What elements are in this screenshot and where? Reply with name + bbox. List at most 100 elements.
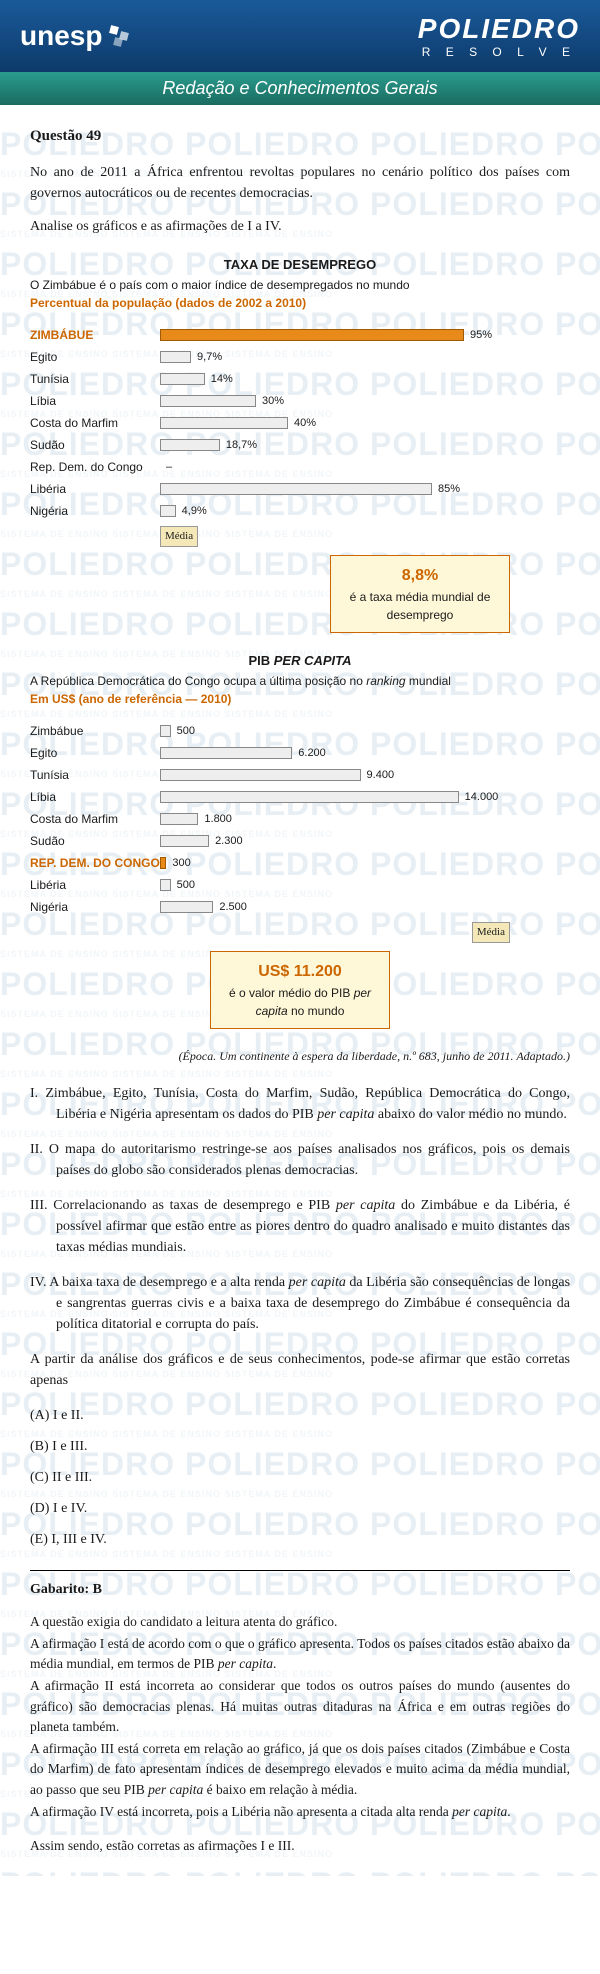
- bar-track: 14.000: [160, 790, 570, 804]
- bar-value: 9.400: [367, 767, 395, 784]
- answer-explanation: A questão exigia do candidato a leitura …: [30, 1612, 570, 1823]
- bar-label: Líbia: [30, 788, 160, 806]
- subtitle-bar: Redação e Conhecimentos Gerais: [0, 72, 600, 105]
- bar-label: Nigéria: [30, 502, 160, 520]
- bar-track: 6.200: [160, 746, 570, 760]
- logo-icon: [106, 22, 134, 50]
- bar-fill: [160, 857, 166, 869]
- bar-label: Tunísia: [30, 766, 160, 784]
- bar-fill: [160, 769, 361, 781]
- explanation-paragraph: A afirmação III está correta em relação …: [30, 1739, 570, 1800]
- bar-track: 2.300: [160, 834, 570, 848]
- bar-value: 40%: [294, 415, 316, 432]
- bar-value: 2.500: [219, 899, 247, 916]
- bar-fill: [160, 791, 459, 803]
- bar-value: 14.000: [465, 789, 499, 806]
- alternative-item: (E) I, III e IV.: [30, 1529, 570, 1550]
- alternatives-list: (A) I e II.(B) I e III.(C) II e III.(D) …: [30, 1405, 570, 1550]
- bar-row: Egito9,7%: [30, 346, 570, 368]
- bar-fill: [160, 395, 256, 407]
- bar-row: Sudão2.300: [30, 830, 570, 852]
- bar-row: Nigéria 4,9%: [30, 500, 570, 522]
- brand-right-block: POLIEDRO R E S O L V E: [418, 13, 580, 59]
- bar-label: Sudão: [30, 436, 160, 454]
- chart2-bars: Zimbábue500Egito6.200Tunísia9.400Líbia14…: [30, 720, 570, 918]
- bar-fill: [160, 351, 191, 363]
- bar-label: Costa do Marfim: [30, 414, 160, 432]
- statements-list: I. Zimbábue, Egito, Tunísia, Costa do Ma…: [30, 1083, 570, 1335]
- bar-row: Costa do Marfim 40%: [30, 412, 570, 434]
- bar-fill: [160, 505, 176, 517]
- bar-row: Sudão 18,7%: [30, 434, 570, 456]
- header: unesp POLIEDRO R E S O L V E: [0, 0, 600, 72]
- bar-row: REP. DEM. DO CONGO 300: [30, 852, 570, 874]
- statement-item: IV. A baixa taxa de desemprego e a alta …: [30, 1272, 570, 1335]
- bar-fill: [160, 879, 171, 891]
- bar-fill: [160, 901, 213, 913]
- bar-label: Rep. Dem. do Congo: [30, 458, 160, 476]
- bar-fill: [160, 329, 464, 341]
- chart1-bars: ZIMBÁBUE95%Egito9,7%Tunísia14%Líbia30%Co…: [30, 324, 570, 522]
- bar-value: –: [166, 459, 172, 476]
- chart-gdp: PIB PER CAPITA A República Democrática d…: [30, 651, 570, 1029]
- chart2-callout: US$ 11.200 é o valor médio do PIB per ca…: [210, 951, 390, 1029]
- answer-label: Gabarito: B: [30, 1570, 570, 1600]
- bar-track: 500: [160, 878, 570, 892]
- chart1-media-label: Média: [160, 526, 198, 547]
- explanation-paragraph: A questão exigia do candidato a leitura …: [30, 1612, 570, 1632]
- bar-label: Tunísia: [30, 370, 160, 388]
- bar-track: –: [160, 460, 570, 474]
- bar-track: 300: [160, 856, 570, 870]
- chart2-callout-text: é o valor médio do PIB per capita no mun…: [219, 984, 381, 1020]
- bar-label: Nigéria: [30, 898, 160, 916]
- question-title: Questão 49: [30, 125, 570, 148]
- bar-value: 300: [172, 855, 190, 872]
- bar-row: Líbia 14.000: [30, 786, 570, 808]
- question-instruction: Analise os gráficos e as afirmações de I…: [30, 216, 570, 237]
- bar-label: Costa do Marfim: [30, 810, 160, 828]
- bar-track: 9,7%: [160, 350, 570, 364]
- bar-label: REP. DEM. DO CONGO: [30, 854, 160, 872]
- bar-track: 30%: [160, 394, 570, 408]
- bar-value: 18,7%: [226, 437, 257, 454]
- bar-value: 9,7%: [197, 349, 222, 366]
- bar-fill: [160, 373, 205, 385]
- bar-label: Líbia: [30, 392, 160, 410]
- bar-row: Tunísia 9.400: [30, 764, 570, 786]
- bar-track: 95%: [160, 328, 570, 342]
- bar-track: 1.800: [160, 812, 570, 826]
- bar-track: 9.400: [160, 768, 570, 782]
- statement-item: II. O mapa do autoritarismo restringe-se…: [30, 1139, 570, 1181]
- bar-row: ZIMBÁBUE95%: [30, 324, 570, 346]
- bar-value: 85%: [438, 481, 460, 498]
- brand-left: unesp: [20, 20, 134, 52]
- bar-fill: [160, 725, 171, 737]
- bar-label: Egito: [30, 744, 160, 762]
- bar-row: Rep. Dem. do Congo–: [30, 456, 570, 478]
- bar-label: Zimbábue: [30, 722, 160, 740]
- bar-label: Libéria: [30, 480, 160, 498]
- bar-fill: [160, 483, 432, 495]
- bar-track: 2.500: [160, 900, 570, 914]
- bar-track: 40%: [160, 416, 570, 430]
- bar-row: Egito6.200: [30, 742, 570, 764]
- bar-value: 4,9%: [182, 503, 207, 520]
- chart1-callout-value: 8,8%: [339, 564, 501, 588]
- chart1-subtitle-hl: Percentual da população (dados de 2002 a…: [30, 294, 570, 312]
- question-intro: No ano de 2011 a África enfrentou revolt…: [30, 162, 570, 204]
- answer-conclusion: Assim sendo, estão corretas as afirmaçõe…: [30, 1836, 570, 1856]
- brand-right: POLIEDRO: [418, 13, 580, 45]
- bar-fill: [160, 813, 198, 825]
- bar-row: Libéria500: [30, 874, 570, 896]
- bar-track: 4,9%: [160, 504, 570, 518]
- bar-track: 14%: [160, 372, 570, 386]
- bar-row: Tunísia14%: [30, 368, 570, 390]
- bar-value: 500: [177, 877, 195, 894]
- alternative-item: (B) I e III.: [30, 1436, 570, 1457]
- chart1-subtitle: O Zimbábue é o país com o maior índice d…: [30, 276, 570, 294]
- statement-item: I. Zimbábue, Egito, Tunísia, Costa do Ma…: [30, 1083, 570, 1125]
- brand-right-sub: R E S O L V E: [418, 45, 580, 59]
- bar-value: 1.800: [204, 811, 232, 828]
- bar-track: 18,7%: [160, 438, 570, 452]
- chart2-subtitle-hl: Em US$ (ano de referência — 2010): [30, 690, 570, 708]
